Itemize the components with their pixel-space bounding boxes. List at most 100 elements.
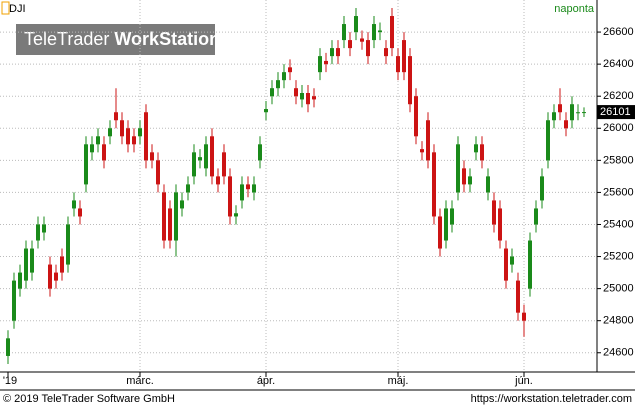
candle-body xyxy=(402,40,406,73)
candle-body xyxy=(444,208,448,241)
last-price-box xyxy=(597,105,635,120)
candle-body xyxy=(558,104,562,113)
candle-body xyxy=(276,80,280,89)
y-tick-label: 25200 xyxy=(603,250,634,262)
candle-body xyxy=(534,208,538,225)
candle-body xyxy=(72,200,76,209)
candle-body xyxy=(12,280,16,321)
y-tick-label: 26000 xyxy=(603,122,634,134)
candle-body xyxy=(42,224,46,233)
candle-body xyxy=(450,208,454,225)
candle-body xyxy=(78,208,82,217)
candle-body xyxy=(318,56,322,73)
candle-body xyxy=(564,120,568,129)
candle-body xyxy=(360,38,364,42)
candle-body xyxy=(396,56,400,73)
candle-body xyxy=(144,112,148,161)
candle-body xyxy=(234,213,238,217)
y-tick-label: 24600 xyxy=(603,347,634,359)
candle-body xyxy=(156,160,160,185)
candle-body xyxy=(180,200,184,209)
candle-body xyxy=(282,72,286,81)
watermark-part: TeleTrader xyxy=(24,29,109,49)
candle-body xyxy=(522,312,526,321)
candle-body xyxy=(336,48,340,57)
candle-body xyxy=(90,144,94,153)
candle-body xyxy=(480,144,484,161)
candle-body xyxy=(270,88,274,97)
symbol-marker xyxy=(1,1,10,15)
y-tick-label: 24800 xyxy=(603,315,634,327)
copyright: © 2019 TeleTrader Software GmbH xyxy=(3,393,175,405)
candle-body xyxy=(474,144,478,153)
candle-body xyxy=(18,272,22,289)
candle-body xyxy=(204,144,208,169)
candle-body xyxy=(342,24,346,41)
watermark-part: WorkStation xyxy=(114,29,220,49)
candle-body xyxy=(330,48,334,57)
candle-body xyxy=(486,176,490,193)
candle-body xyxy=(96,136,100,145)
candle-body xyxy=(456,144,460,193)
candle-body xyxy=(102,144,106,161)
candle-body xyxy=(150,152,154,161)
y-tick-label: 25400 xyxy=(603,218,634,230)
x-tick-label: máj. xyxy=(388,375,409,387)
candle-body xyxy=(420,149,424,153)
candle-body xyxy=(240,184,244,201)
candle-body xyxy=(174,192,178,241)
candle-body xyxy=(546,120,550,161)
candle-body xyxy=(426,120,430,161)
candle-body xyxy=(36,224,40,241)
candle-body xyxy=(252,184,256,193)
candle-body xyxy=(390,16,394,49)
candle-body xyxy=(498,208,502,241)
y-tick-label: 26400 xyxy=(603,58,634,70)
candle-body xyxy=(438,216,442,249)
candle-body xyxy=(462,168,466,185)
candle-body xyxy=(366,40,370,57)
candle-body xyxy=(198,157,202,161)
watermark: TeleTrader WorkStation xyxy=(24,29,220,49)
candle-body xyxy=(324,60,328,65)
candle-body xyxy=(138,128,142,137)
candle-body xyxy=(540,176,544,201)
candle-body xyxy=(354,16,358,33)
candle-body xyxy=(258,144,262,161)
candle-body xyxy=(432,152,436,217)
candle-body xyxy=(6,338,10,356)
candle-body xyxy=(246,184,250,190)
candle-body xyxy=(210,136,214,177)
candle-body xyxy=(120,120,124,137)
candle-body xyxy=(192,152,196,177)
candle-body xyxy=(300,93,304,100)
candle-body xyxy=(504,248,508,281)
candle-body xyxy=(30,248,34,273)
candle-body xyxy=(468,176,472,185)
x-tick-label: '19 xyxy=(3,375,17,387)
candle-body xyxy=(48,264,52,289)
y-tick-label: 26200 xyxy=(603,90,634,102)
candle-body xyxy=(378,30,382,33)
candle-body xyxy=(66,224,70,265)
symbol: DJI xyxy=(9,3,26,15)
candle-body xyxy=(384,48,388,57)
y-tick-label: 25800 xyxy=(603,154,634,166)
candle-body xyxy=(288,67,292,73)
candle-body xyxy=(306,93,310,105)
x-tick-label: jún. xyxy=(514,375,533,387)
candle-body xyxy=(552,112,556,121)
candle-body xyxy=(162,192,166,241)
x-tick-label: márc. xyxy=(126,375,154,387)
candle-body xyxy=(414,96,418,137)
candle-body xyxy=(348,40,352,49)
candle-body xyxy=(570,104,574,121)
candle-body xyxy=(24,248,28,281)
y-tick-label: 25000 xyxy=(603,283,634,295)
candle-body xyxy=(186,184,190,193)
candle-body xyxy=(168,208,172,241)
candle-body xyxy=(60,256,64,273)
candle-body xyxy=(132,136,136,145)
